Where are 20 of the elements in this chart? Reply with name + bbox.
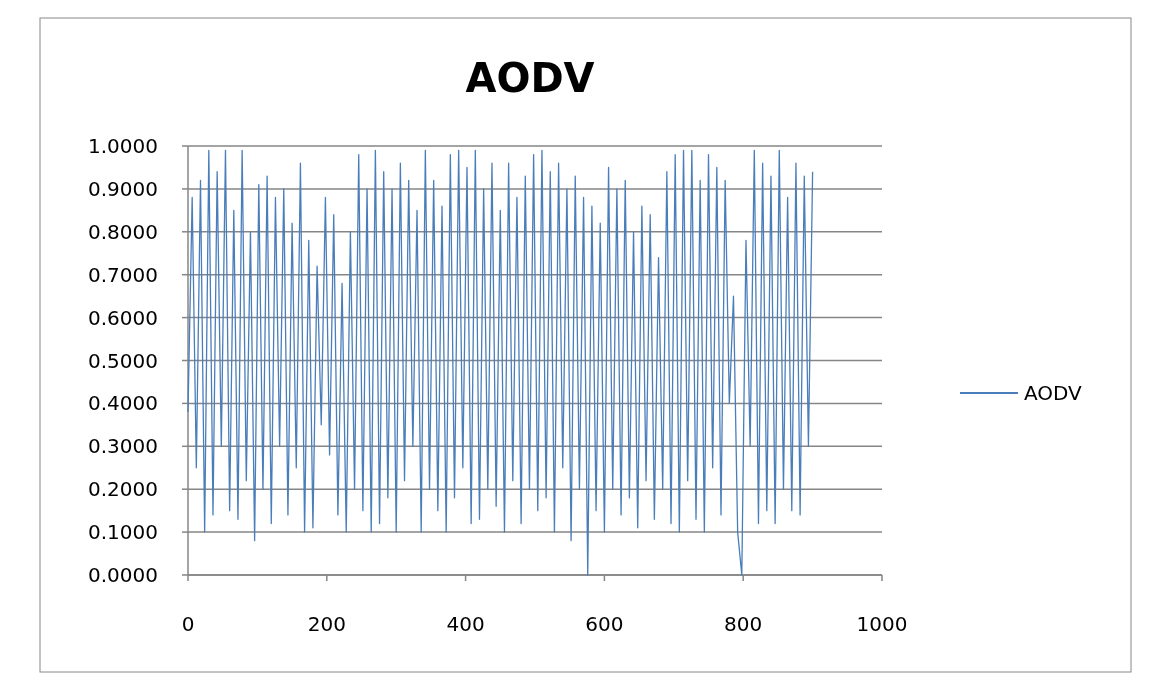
line-series [187, 149, 814, 576]
x-tick-label: 1000 [856, 612, 908, 636]
x-tick-label: 200 [307, 612, 346, 636]
y-tick-label: 0.2000 [88, 477, 158, 502]
y-tick-label: 0.3000 [88, 434, 158, 459]
y-tick-label: 0.6000 [88, 305, 158, 330]
x-tick-label: 600 [585, 612, 624, 636]
legend-label: AODV [1024, 381, 1083, 405]
chart-title: AODV [465, 55, 595, 101]
y-tick-label: 0.1000 [88, 520, 158, 545]
x-tick-label: 800 [724, 612, 763, 636]
y-tick-label: 0.7000 [88, 262, 158, 287]
y-tick-label: 0.0000 [88, 563, 158, 587]
y-tick-label: 1.0000 [88, 134, 158, 158]
y-tick-label: 0.8000 [88, 219, 158, 244]
y-tick-label: 0.4000 [88, 391, 158, 416]
x-tick-label: 0 [181, 612, 195, 636]
y-tick-label: 0.5000 [88, 348, 158, 373]
x-tick-label: 400 [446, 612, 485, 636]
y-tick-label: 0.9000 [88, 176, 158, 201]
